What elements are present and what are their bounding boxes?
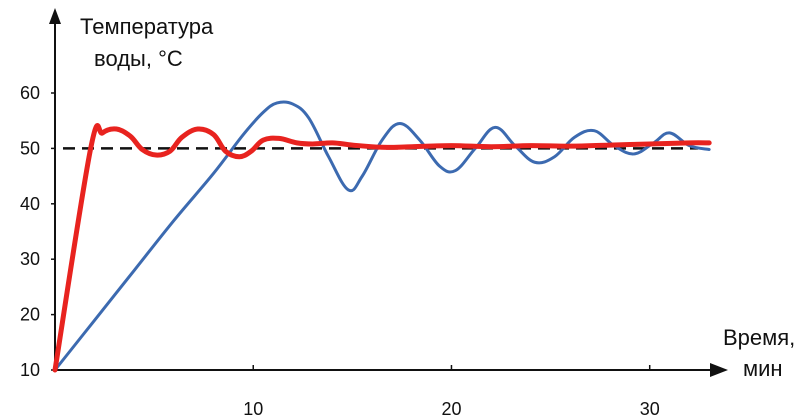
series-group	[52, 100, 712, 373]
y-axis-title-line-2: воды, °C	[94, 46, 183, 71]
y-axis-title-line-1: Температура	[80, 14, 214, 39]
y-tick-label: 50	[20, 138, 40, 158]
x-axis-arrow	[710, 363, 728, 377]
x-axis-title-line-1: Время,	[723, 325, 795, 350]
x-axis-title: Время, мин	[723, 325, 795, 381]
axes	[49, 8, 728, 377]
y-axis-arrow	[49, 8, 61, 24]
x-tick-label: 10	[243, 399, 263, 419]
y-tick-label: 20	[20, 305, 40, 325]
y-tick-label: 30	[20, 249, 40, 269]
y-tick-label: 10	[20, 360, 40, 380]
y-tick-label: 60	[20, 83, 40, 103]
x-tick-label: 30	[640, 399, 660, 419]
blue-series-line	[53, 100, 711, 372]
ticks: 10 20 30 40 50 60 10 20 30	[20, 83, 660, 419]
red-series-line	[52, 123, 712, 373]
y-tick-label: 40	[20, 194, 40, 214]
x-tick-label: 20	[441, 399, 461, 419]
y-axis-title: Температура воды, °C	[80, 14, 214, 71]
x-axis-title-line-2: мин	[743, 356, 783, 381]
